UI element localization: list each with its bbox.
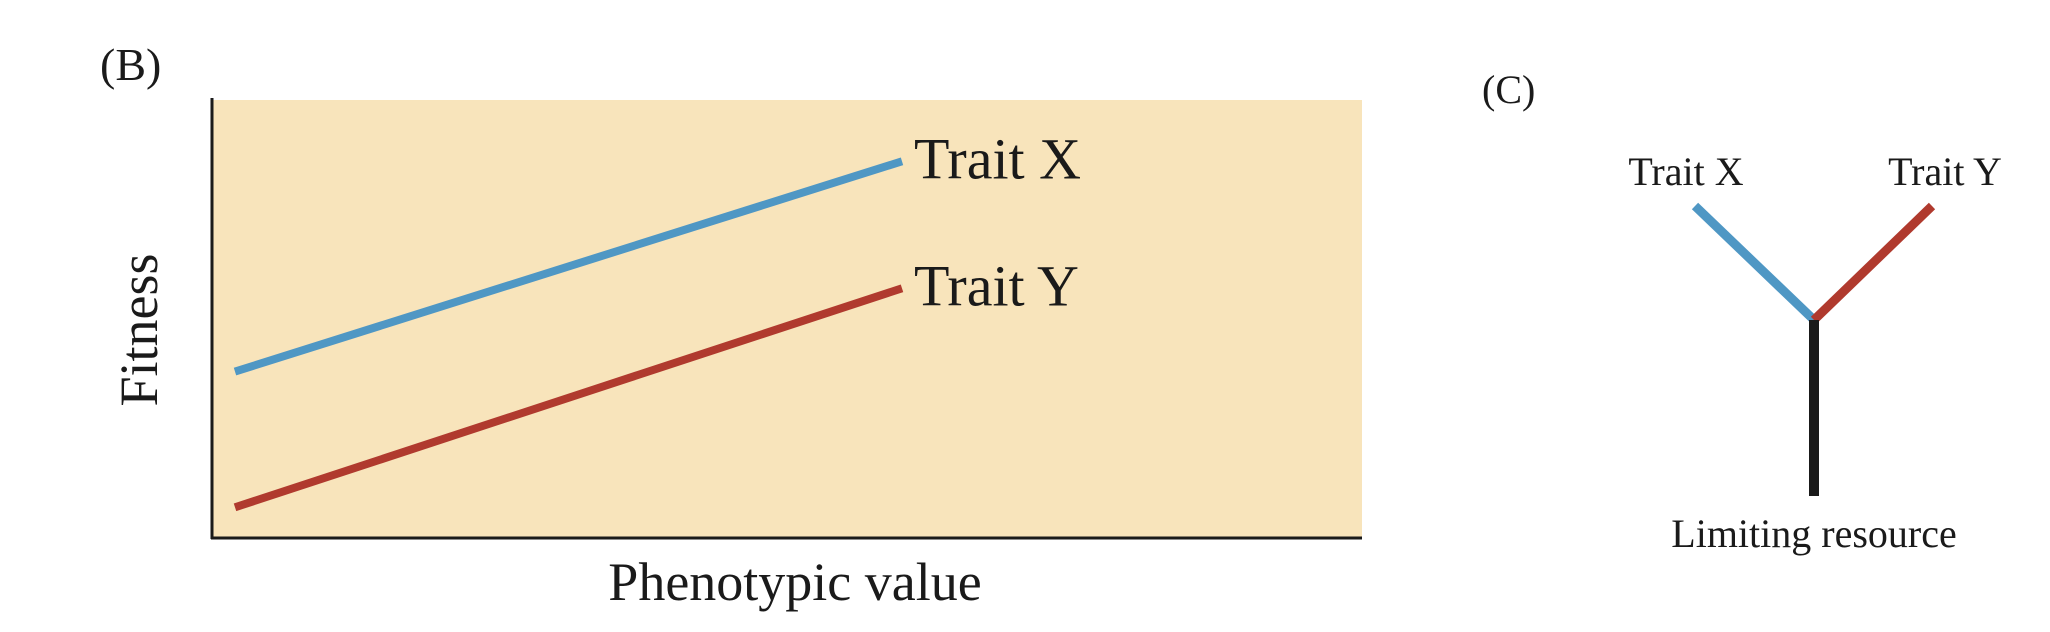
plot-background	[212, 100, 1362, 538]
series-label-trait-x: Trait X	[914, 126, 1081, 191]
branch-left	[1691, 202, 1818, 324]
panel-b: (B) Trait X Trait Y Phenotypic value Fitn…	[100, 39, 1362, 612]
series-line-trait-y	[233, 284, 904, 512]
branch-right-label: Trait Y	[1888, 149, 2002, 194]
series-label-trait-y: Trait Y	[914, 253, 1079, 318]
branch-left-label: Trait X	[1628, 149, 1743, 194]
panel-b-label: (B)	[100, 39, 161, 90]
panel-c-label: (C)	[1482, 67, 1535, 112]
y-axis-label: Fitness	[109, 253, 169, 406]
stem-label: Limiting resource	[1671, 511, 1956, 556]
series-line-trait-x	[233, 157, 904, 376]
panel-c: (C) Trait X Trait Y Limiting resource	[1482, 67, 2002, 556]
x-axis-label: Phenotypic value	[608, 552, 981, 612]
series-layer: Trait X Trait Y	[233, 126, 1081, 512]
branch-right	[1810, 202, 1936, 324]
